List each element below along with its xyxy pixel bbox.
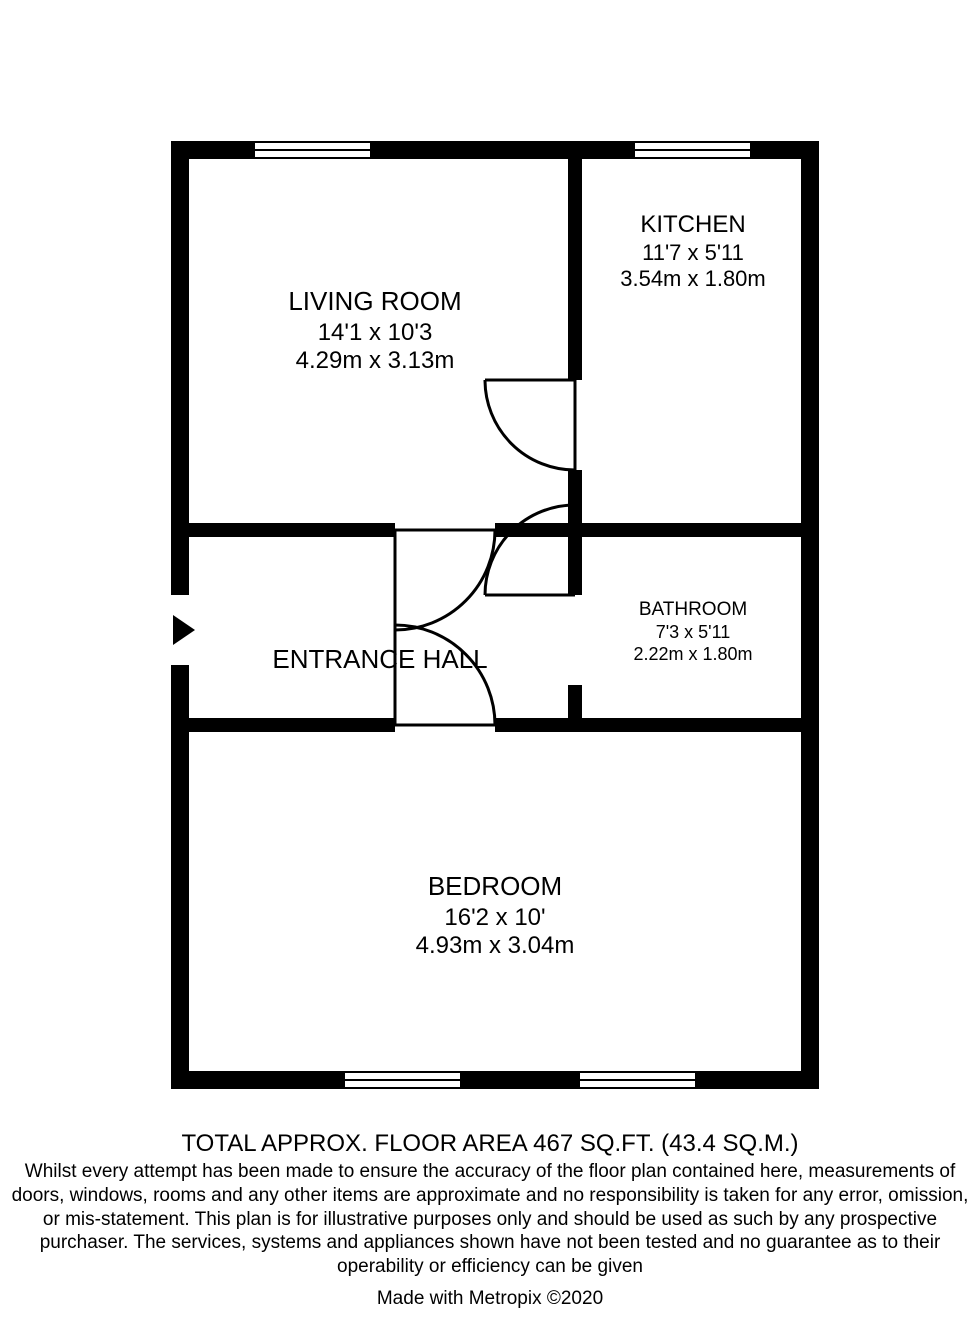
svg-text:16'2 x 10': 16'2 x 10'	[444, 904, 545, 931]
svg-text:BATHROOM: BATHROOM	[639, 599, 747, 620]
svg-text:4.93m x 3.04m: 4.93m x 3.04m	[416, 932, 575, 959]
svg-text:3.54m x 1.80m: 3.54m x 1.80m	[620, 266, 766, 291]
svg-text:11'7 x 5'11: 11'7 x 5'11	[642, 240, 744, 265]
svg-text:7'3 x 5'11: 7'3 x 5'11	[656, 622, 731, 642]
svg-text:BEDROOM: BEDROOM	[428, 871, 562, 901]
credit-line: Made with Metropix ©2020	[0, 1288, 980, 1310]
floorplan-container: LIVING ROOM 14'1 x 10'34.29m x 3.13m KITCH…	[0, 0, 980, 1326]
svg-text:2.22m x 1.80m: 2.22m x 1.80m	[633, 644, 752, 664]
svg-text:LIVING ROOM: LIVING ROOM	[288, 286, 461, 316]
disclaimer-text: Whilst every attempt has been made to en…	[0, 1160, 980, 1279]
svg-text:14'1 x 10'3: 14'1 x 10'3	[318, 319, 433, 346]
svg-text:ENTRANCE HALL: ENTRANCE HALL	[272, 644, 487, 674]
floorplan-svg: LIVING ROOM 14'1 x 10'34.29m x 3.13m KITCH…	[0, 0, 980, 1120]
svg-text:KITCHEN: KITCHEN	[640, 211, 745, 238]
svg-text:4.29m x 3.13m: 4.29m x 3.13m	[296, 347, 455, 374]
total-area-line: TOTAL APPROX. FLOOR AREA 467 SQ.FT. (43.…	[0, 1130, 980, 1158]
